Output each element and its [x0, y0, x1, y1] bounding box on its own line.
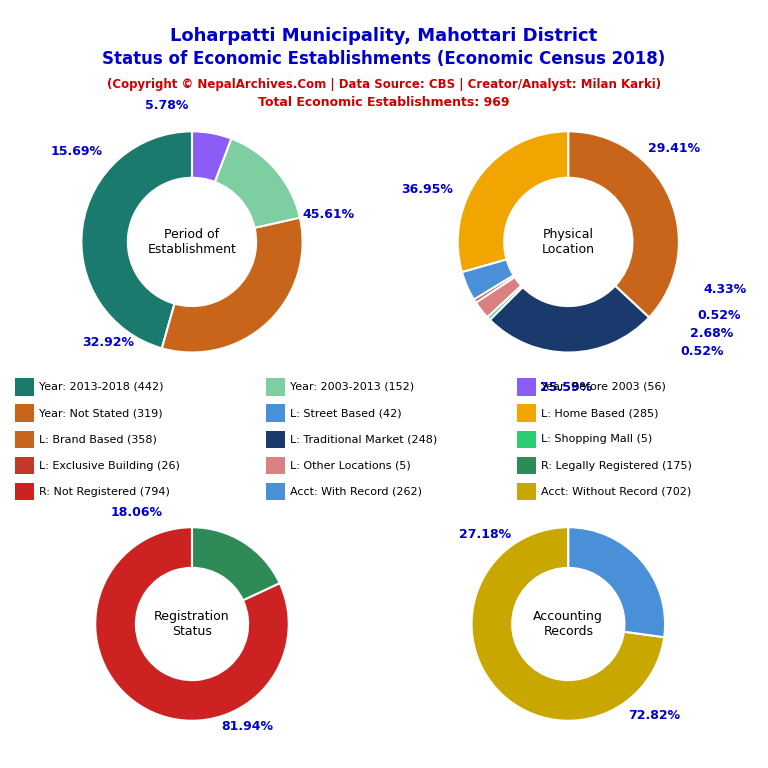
Wedge shape — [162, 217, 303, 353]
Text: Physical
Location: Physical Location — [541, 228, 595, 256]
FancyBboxPatch shape — [266, 378, 285, 396]
Text: Year: 2013-2018 (442): Year: 2013-2018 (442) — [39, 382, 164, 392]
Text: L: Other Locations (5): L: Other Locations (5) — [290, 461, 411, 471]
Text: 72.82%: 72.82% — [628, 709, 680, 722]
Text: 32.92%: 32.92% — [82, 336, 134, 349]
Text: 15.69%: 15.69% — [51, 145, 103, 157]
Text: Status of Economic Establishments (Economic Census 2018): Status of Economic Establishments (Econo… — [102, 50, 666, 68]
Text: Year: 2003-2013 (152): Year: 2003-2013 (152) — [290, 382, 414, 392]
Wedge shape — [462, 260, 514, 300]
Text: 0.52%: 0.52% — [681, 345, 724, 358]
FancyBboxPatch shape — [266, 431, 285, 448]
Text: L: Traditional Market (248): L: Traditional Market (248) — [290, 434, 438, 445]
Text: (Copyright © NepalArchives.Com | Data Source: CBS | Creator/Analyst: Milan Karki: (Copyright © NepalArchives.Com | Data So… — [107, 78, 661, 91]
FancyBboxPatch shape — [266, 483, 285, 501]
Text: 2.68%: 2.68% — [690, 327, 733, 340]
Text: 36.95%: 36.95% — [401, 183, 452, 196]
Wedge shape — [192, 131, 231, 182]
Text: Accounting
Records: Accounting Records — [534, 610, 603, 638]
Wedge shape — [568, 527, 665, 637]
Text: 0.52%: 0.52% — [697, 309, 741, 322]
FancyBboxPatch shape — [15, 483, 34, 501]
Text: Year: Before 2003 (56): Year: Before 2003 (56) — [541, 382, 666, 392]
Text: R: Legally Registered (175): R: Legally Registered (175) — [541, 461, 692, 471]
Text: 4.33%: 4.33% — [703, 283, 747, 296]
FancyBboxPatch shape — [517, 431, 536, 448]
Wedge shape — [192, 527, 280, 601]
Wedge shape — [476, 277, 521, 317]
Text: 5.78%: 5.78% — [145, 99, 189, 112]
Text: Loharpatti Municipality, Mahottari District: Loharpatti Municipality, Mahottari Distr… — [170, 27, 598, 45]
Wedge shape — [81, 131, 192, 349]
Wedge shape — [488, 286, 523, 320]
Text: L: Shopping Mall (5): L: Shopping Mall (5) — [541, 434, 652, 445]
Wedge shape — [458, 131, 568, 272]
Text: R: Not Registered (794): R: Not Registered (794) — [39, 487, 170, 497]
FancyBboxPatch shape — [15, 431, 34, 448]
FancyBboxPatch shape — [517, 483, 536, 501]
Text: Year: Not Stated (319): Year: Not Stated (319) — [39, 408, 163, 418]
Text: L: Street Based (42): L: Street Based (42) — [290, 408, 402, 418]
Wedge shape — [472, 527, 664, 720]
Text: Acct: With Record (262): Acct: With Record (262) — [290, 487, 422, 497]
FancyBboxPatch shape — [266, 404, 285, 422]
Wedge shape — [474, 276, 515, 303]
Text: 27.18%: 27.18% — [458, 528, 511, 541]
Wedge shape — [95, 527, 289, 720]
Text: L: Exclusive Building (26): L: Exclusive Building (26) — [39, 461, 180, 471]
Text: L: Home Based (285): L: Home Based (285) — [541, 408, 658, 418]
Text: Total Economic Establishments: 969: Total Economic Establishments: 969 — [258, 96, 510, 109]
FancyBboxPatch shape — [517, 404, 536, 422]
Text: 25.59%: 25.59% — [540, 382, 592, 395]
Text: 81.94%: 81.94% — [221, 720, 273, 733]
Text: Period of
Establishment: Period of Establishment — [147, 228, 237, 256]
Text: 18.06%: 18.06% — [111, 506, 163, 519]
Text: 45.61%: 45.61% — [303, 207, 355, 220]
Text: Acct: Without Record (702): Acct: Without Record (702) — [541, 487, 691, 497]
Wedge shape — [215, 138, 300, 228]
Text: L: Brand Based (358): L: Brand Based (358) — [39, 434, 157, 445]
Wedge shape — [568, 131, 679, 317]
Wedge shape — [490, 286, 649, 353]
FancyBboxPatch shape — [266, 457, 285, 475]
FancyBboxPatch shape — [517, 378, 536, 396]
FancyBboxPatch shape — [15, 457, 34, 475]
Text: Registration
Status: Registration Status — [154, 610, 230, 638]
FancyBboxPatch shape — [517, 457, 536, 475]
FancyBboxPatch shape — [15, 404, 34, 422]
FancyBboxPatch shape — [15, 378, 34, 396]
Text: 29.41%: 29.41% — [648, 142, 700, 155]
